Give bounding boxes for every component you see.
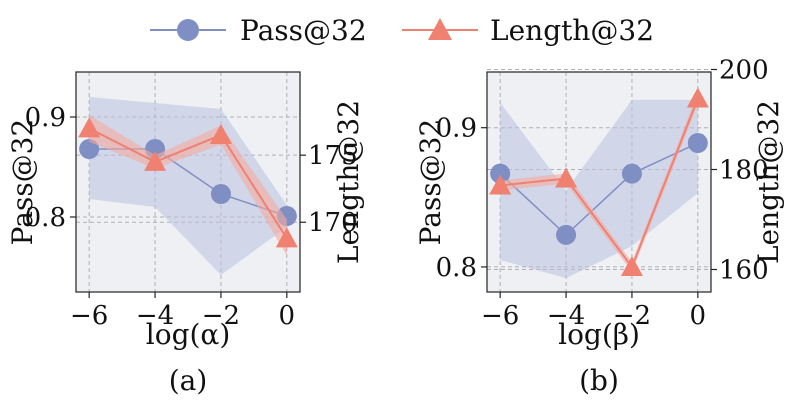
y-right-tick-label: 170 <box>308 208 358 238</box>
pass-point <box>687 133 708 154</box>
legend-length-marker <box>428 18 452 40</box>
x-tick-label: −2 <box>202 301 240 331</box>
pass-line <box>499 142 699 236</box>
length-point <box>489 174 512 195</box>
legend-pass-marker <box>177 19 199 41</box>
panel-a: −6 −4 −2 0 0.8 0.9 170 175 log(α) Pass@32 Length@3… <box>6 71 365 397</box>
x-axis-label: log(β) <box>558 318 640 351</box>
y-left-axis-label: Pass@32 <box>6 119 39 246</box>
x-tick-label: −4 <box>136 301 174 331</box>
x-tick-label: −4 <box>547 301 585 331</box>
y-left-tick-label: 0.8 <box>436 253 477 283</box>
pass-band <box>89 97 287 275</box>
length-point <box>144 150 167 171</box>
x-tick-label: −2 <box>613 301 651 331</box>
x-tick-label: 0 <box>690 301 707 331</box>
length-point <box>209 124 232 145</box>
legend: Pass@32 Length@32 <box>150 14 654 47</box>
length-band <box>89 114 287 256</box>
panel-subtitle: (a) <box>169 364 208 397</box>
y-right-axis-label: Length@32 <box>752 100 785 264</box>
pass-point <box>556 224 577 245</box>
y-left-axis-label: Pass@32 <box>414 119 447 246</box>
y-left-tick-label: 0.8 <box>25 203 66 233</box>
legend-pass-label: Pass@32 <box>240 14 367 47</box>
pass-point <box>210 184 231 204</box>
length-line <box>88 127 288 239</box>
x-tick-label: −6 <box>481 301 519 331</box>
panel-b: −6 −4 −2 0 0.8 0.9 160 180 200 log(β) Pass@32 Lengt… <box>414 56 785 398</box>
legend-length-label: Length@32 <box>490 14 654 47</box>
y-right-tick-label: 175 <box>308 141 358 171</box>
y-left-tick-label: 0.9 <box>25 103 66 133</box>
pass-point <box>79 139 100 159</box>
plot-frame <box>486 71 712 293</box>
length-point <box>275 227 298 248</box>
panel-subtitle: (b) <box>579 364 619 397</box>
length-point <box>620 256 643 276</box>
length-point <box>555 167 578 188</box>
y-left-tick-label: 0.9 <box>436 114 477 144</box>
length-point <box>686 87 709 108</box>
plot-frame <box>75 71 301 293</box>
y-right-axis-label: Length@32 <box>332 100 365 264</box>
pass-point <box>490 163 511 184</box>
pass-point <box>621 163 642 184</box>
y-right-tick-label: 180 <box>719 156 769 186</box>
x-tick-label: 0 <box>279 301 296 331</box>
y-right-tick-label: 200 <box>719 56 769 86</box>
x-axis-label: log(α) <box>146 318 231 351</box>
pass-band <box>500 99 698 279</box>
x-tick-label: −6 <box>70 301 108 331</box>
length-point <box>78 117 101 138</box>
y-right-tick-label: 160 <box>719 256 769 286</box>
length-line <box>500 98 699 270</box>
